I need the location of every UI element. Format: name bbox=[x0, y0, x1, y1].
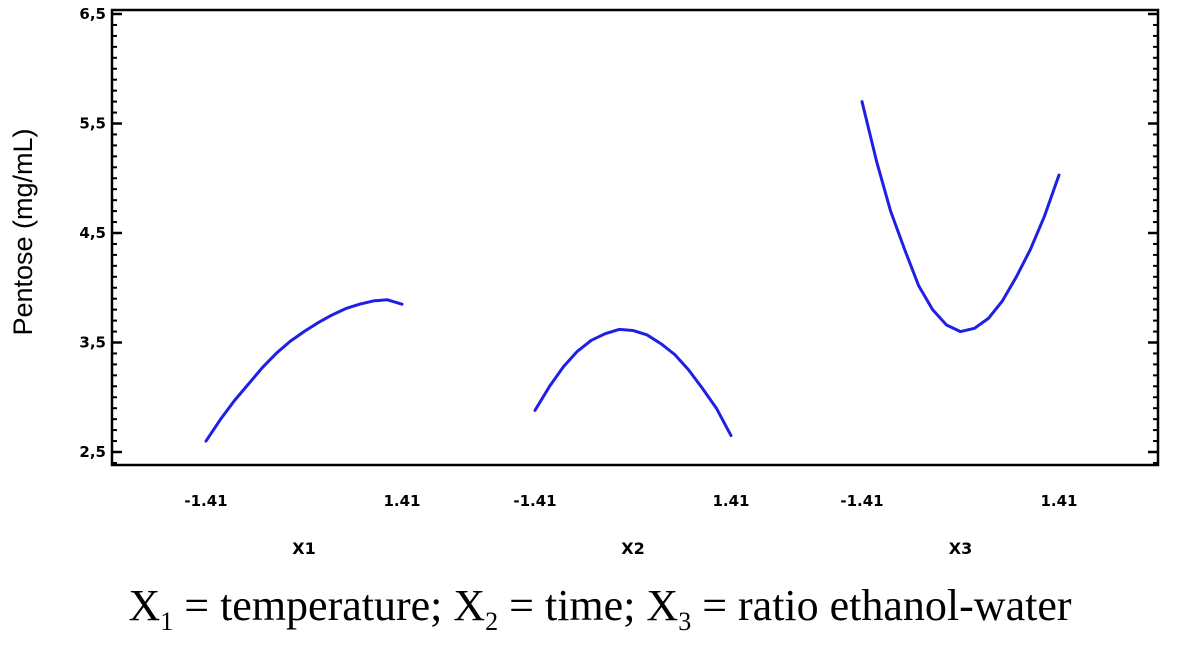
factor-caption: X1 = temperature; X2 = time; X3 = ratio … bbox=[128, 581, 1072, 636]
y-tick-label: 2,5 bbox=[79, 443, 106, 461]
data-point-x2 bbox=[645, 333, 649, 336]
data-point-x1 bbox=[358, 303, 361, 306]
data-point-x1 bbox=[386, 298, 389, 301]
data-point-x3 bbox=[903, 248, 906, 251]
data-point-x3 bbox=[973, 327, 976, 330]
data-point-x2 bbox=[562, 365, 565, 368]
data-point-x3 bbox=[1043, 215, 1046, 218]
data-point-x1 bbox=[275, 352, 278, 355]
data-point-x1 bbox=[400, 303, 404, 306]
data-point-x2 bbox=[617, 328, 621, 331]
data-point-x3 bbox=[875, 160, 878, 163]
data-point-x2 bbox=[548, 385, 551, 388]
series-line-x3 bbox=[860, 100, 1061, 334]
data-point-x1 bbox=[288, 340, 292, 343]
data-point-x1 bbox=[247, 382, 250, 386]
data-point-x3 bbox=[1029, 248, 1032, 251]
data-point-x1 bbox=[204, 439, 208, 443]
data-point-x3 bbox=[959, 330, 962, 333]
data-point-x1 bbox=[261, 366, 264, 369]
y-tick-label: 6,5 bbox=[79, 5, 106, 23]
plot-frame bbox=[110, 8, 1160, 467]
data-point-x3 bbox=[889, 209, 892, 213]
data-point-x2 bbox=[701, 387, 704, 390]
pentose-chart: 2,5 3,5 4,5 5,5 6,5 Pentose (mg/mL) -1.41 1.41 X… bbox=[8, 5, 1160, 558]
data-point-x1 bbox=[330, 313, 333, 317]
data-point-x3 bbox=[1001, 299, 1004, 303]
y-tick-label: 3,5 bbox=[79, 334, 106, 352]
data-point-x1 bbox=[316, 321, 320, 324]
data-point-x3 bbox=[987, 317, 990, 320]
data-point-x2 bbox=[590, 339, 593, 342]
factor-label-x3: X3 bbox=[949, 539, 972, 558]
x-tick-label: 1.41 bbox=[712, 492, 749, 510]
data-point-x2 bbox=[576, 350, 579, 353]
data-point-x2 bbox=[604, 332, 607, 335]
data-point-x1 bbox=[372, 299, 375, 303]
data-point-x1 bbox=[302, 330, 306, 333]
x-tick-label: 1.41 bbox=[1040, 492, 1077, 510]
data-point-x3 bbox=[945, 323, 948, 327]
x-tick-label: 1.41 bbox=[383, 492, 420, 510]
data-point-x2 bbox=[729, 434, 733, 437]
data-point-x2 bbox=[715, 407, 718, 410]
x-tick-label: -1.41 bbox=[513, 492, 556, 510]
series-line-x1 bbox=[204, 298, 404, 443]
x-tick-label: -1.41 bbox=[184, 492, 227, 510]
x-tick-label: -1.41 bbox=[840, 492, 883, 510]
data-point-x2 bbox=[659, 342, 662, 345]
data-point-x1 bbox=[219, 418, 222, 421]
data-point-x1 bbox=[344, 307, 347, 310]
y-tick-label: 5,5 bbox=[79, 115, 106, 133]
data-point-x3 bbox=[917, 284, 920, 287]
data-point-x2 bbox=[533, 409, 537, 412]
data-point-x3 bbox=[860, 100, 864, 103]
factor-label-x1: X1 bbox=[292, 539, 315, 558]
y-axis-title: Pentose (mg/mL) bbox=[8, 128, 38, 335]
data-point-x2 bbox=[673, 353, 676, 356]
factor-label-x2: X2 bbox=[621, 539, 644, 558]
data-point-x2 bbox=[687, 368, 690, 372]
data-point-x3 bbox=[931, 308, 934, 311]
y-tick-label: 4,5 bbox=[79, 224, 106, 242]
series-line-x2 bbox=[533, 327, 733, 438]
data-point-x3 bbox=[1057, 173, 1061, 177]
data-point-x3 bbox=[1015, 275, 1018, 278]
data-point-x2 bbox=[631, 329, 635, 332]
data-point-x1 bbox=[233, 399, 236, 402]
